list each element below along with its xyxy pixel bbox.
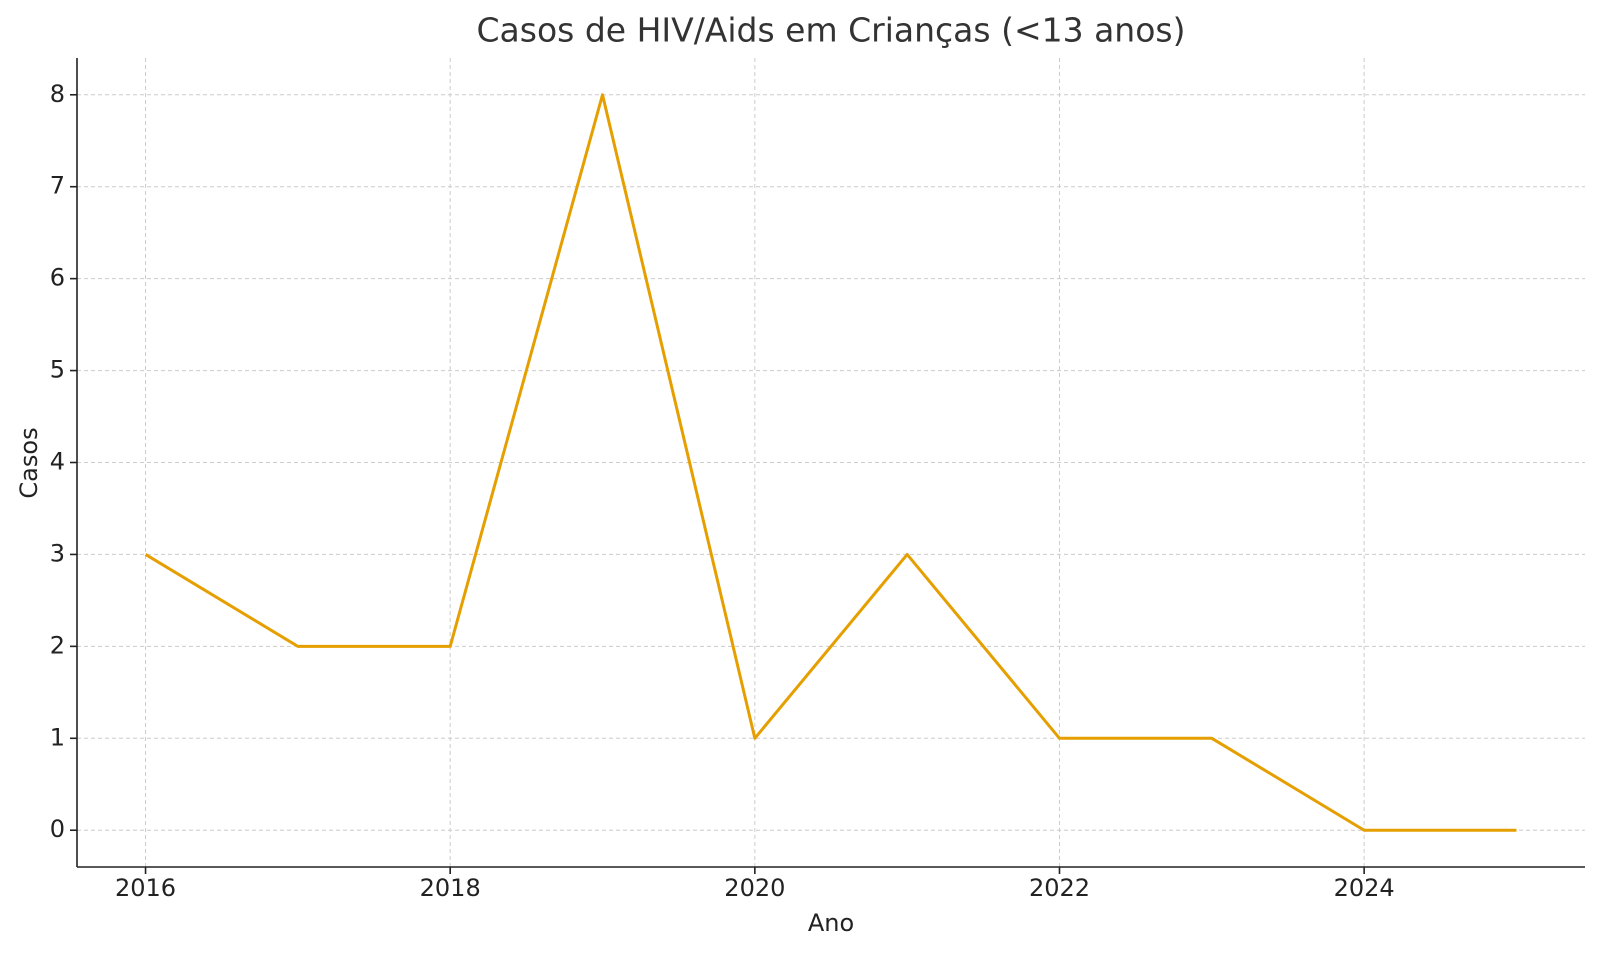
y-tick-label: 4 [50,448,65,476]
chart-title: Casos de HIV/Aids em Crianças (<13 anos) [477,11,1186,50]
x-tick-label: 2020 [724,874,785,902]
x-tick-label: 2024 [1334,874,1395,902]
x-tick-label: 2018 [420,874,481,902]
line [144,93,1517,832]
y-tick-label: 5 [50,356,65,384]
y-tick-label: 1 [50,723,65,751]
y-tick-label: 3 [50,539,65,567]
y-tick-label: 2 [50,631,65,659]
y-tick-label: 6 [50,264,65,292]
x-tick-label: 2016 [115,874,176,902]
x-tick-label: 2022 [1029,874,1090,902]
y-tick-label: 7 [50,172,65,200]
y-tick-label: 0 [50,815,65,843]
x-axis-label: Ano [808,909,854,937]
y-tick-label: 8 [50,80,65,108]
y-axis-label: Casos [15,427,43,498]
